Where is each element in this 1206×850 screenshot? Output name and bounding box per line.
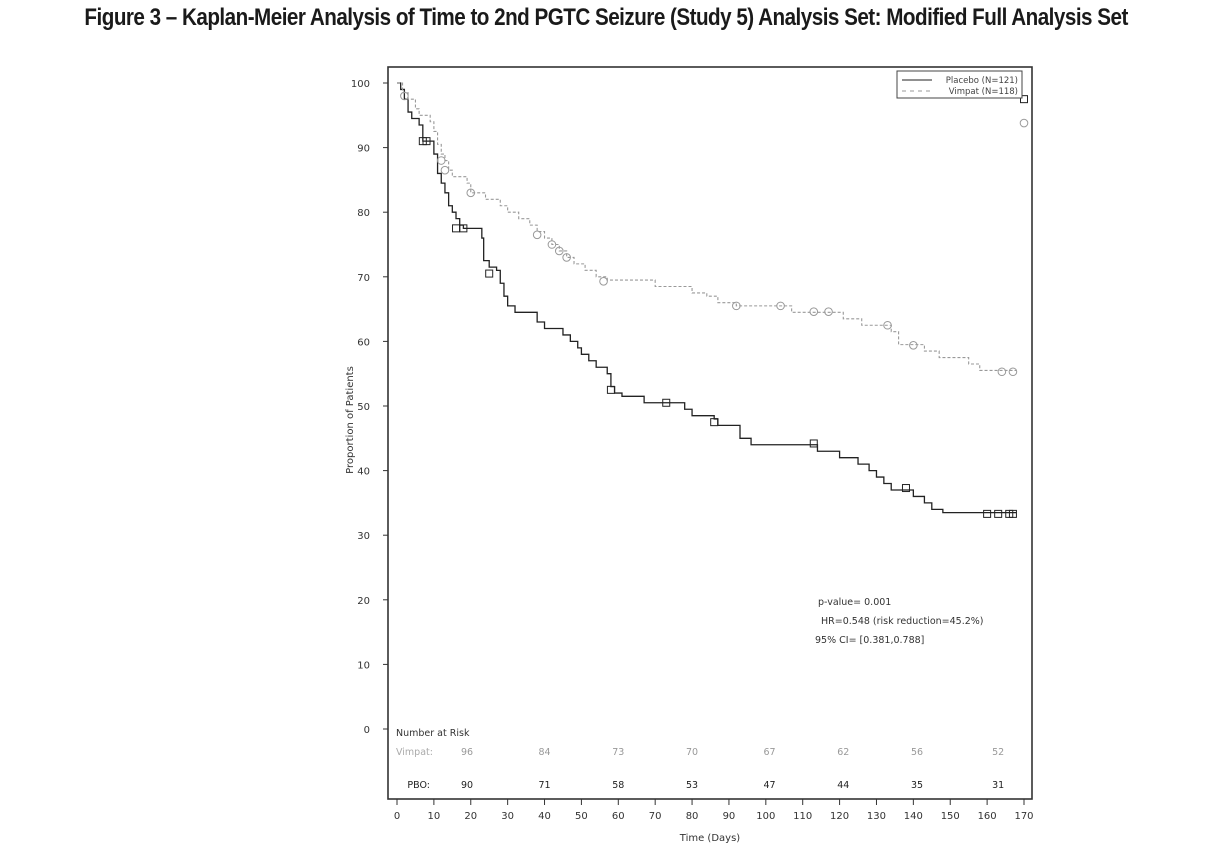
risk-value-pbo: 58	[612, 780, 624, 791]
risk-value-pbo: 31	[992, 780, 1004, 791]
series-line-vimpat	[397, 82, 1017, 372]
figure-title: Figure 3 – Kaplan-Meier Analysis of Time…	[84, 4, 1128, 31]
number-at-risk-table: Number at Risk Vimpat: PBO: 96 84 73 70 67 62…	[396, 728, 1004, 791]
x-tick-label: 60	[612, 811, 625, 822]
y-tick-label: 20	[357, 596, 370, 607]
risk-value-vimpat: 62	[837, 747, 849, 758]
x-tick-label: 160	[978, 811, 997, 822]
y-tick-label: 80	[357, 208, 370, 219]
risk-value-pbo: 44	[837, 780, 849, 791]
censor-marker-vimpat	[466, 188, 476, 198]
risk-values: 96 84 73 70 67 62 56 52 90 71 58 53 47 44 35 31	[461, 747, 1004, 791]
censor-marker-placebo	[662, 398, 671, 407]
censor-marker-vimpat	[599, 277, 608, 286]
censor-marker-vimpat	[440, 165, 450, 175]
x-tick-label: 120	[830, 811, 849, 822]
risk-row-label-pbo: PBO:	[407, 780, 430, 791]
censor-marker-placebo	[422, 137, 431, 146]
series-layer	[397, 82, 1029, 518]
stats-annotation: p-value= 0.001 HR=0.548 (risk reduction=…	[815, 597, 984, 646]
risk-value-vimpat: 56	[911, 747, 923, 758]
hazard-ratio-text: HR=0.548 (risk reduction=45.2%)	[821, 616, 984, 627]
x-tick-label: 150	[941, 811, 960, 822]
series-line-placebo	[397, 82, 1017, 514]
censor-marker-placebo	[994, 509, 1003, 518]
confidence-interval-text: 95% CI= [0.381,0.788]	[815, 635, 924, 646]
risk-value-vimpat: 70	[686, 747, 698, 758]
censor-marker-vimpat	[776, 301, 785, 311]
x-tick-label: 10	[428, 811, 441, 822]
y-tick-label: 60	[357, 337, 370, 348]
censor-marker-vimpat	[732, 301, 741, 311]
censor-marker-placebo	[485, 269, 494, 278]
risk-value-vimpat: 84	[538, 747, 550, 758]
censor-marker-vimpat	[909, 340, 918, 350]
risk-value-pbo: 71	[538, 780, 550, 791]
censor-marker-placebo	[901, 484, 910, 493]
y-tick-label: 100	[351, 79, 370, 90]
censor-marker-vimpat	[532, 230, 542, 240]
x-tick-label: 130	[867, 811, 886, 822]
legend-box	[896, 70, 1023, 99]
risk-value-vimpat: 67	[763, 747, 775, 758]
x-tick-label: 20	[464, 811, 477, 822]
x-tick-label: 70	[649, 811, 662, 822]
x-tick-label: 0	[394, 811, 400, 822]
y-axis-label: Proportion of Patients	[345, 366, 356, 474]
legend-label-placebo: Placebo (N=121)	[946, 76, 1018, 86]
legend: Placebo (N=121) Vimpat (N=118)	[896, 70, 1023, 99]
censor-marker-vimpat	[1008, 367, 1018, 377]
x-tick-label: 90	[723, 811, 736, 822]
x-tick-label: 110	[793, 811, 812, 822]
x-tick-label: 30	[501, 811, 514, 822]
censor-marker-vimpat	[809, 307, 819, 316]
censor-marker-vimpat	[883, 320, 892, 330]
y-tick-label: 40	[357, 467, 370, 478]
risk-value-pbo: 35	[911, 780, 923, 791]
censor-marker-vimpat	[562, 253, 571, 262]
risk-value-pbo: 47	[763, 780, 775, 791]
risk-table-header: Number at Risk	[396, 728, 470, 739]
y-tick-label: 90	[357, 144, 370, 155]
x-tick-label: 80	[686, 811, 699, 822]
y-tick-label: 10	[357, 660, 370, 671]
censor-marker-placebo	[1020, 95, 1028, 104]
censor-marker-placebo	[809, 439, 818, 448]
legend-label-vimpat: Vimpat (N=118)	[949, 87, 1018, 97]
x-axis-label: Time (Days)	[679, 833, 741, 844]
y-tick-label: 70	[357, 273, 370, 284]
plot-frame	[387, 66, 1033, 800]
censor-marker-placebo	[452, 224, 461, 233]
censor-marker-vimpat	[997, 367, 1007, 377]
x-tick-label: 100	[756, 811, 775, 822]
risk-value-vimpat: 73	[612, 747, 624, 758]
censor-marker-placebo	[710, 418, 719, 427]
x-tick-label: 140	[904, 811, 923, 822]
risk-value-vimpat: 96	[461, 747, 473, 758]
censor-marker-vimpat	[824, 307, 833, 316]
censor-marker-placebo	[983, 509, 992, 518]
y-axis: 0 10 20 30 40 50 60 70 80 90 100	[351, 79, 388, 736]
censor-marker-vimpat	[547, 240, 557, 249]
censor-marker-vimpat	[554, 246, 564, 256]
x-tick-label: 170	[1014, 811, 1033, 822]
censor-marker-placebo	[1008, 509, 1017, 518]
risk-value-pbo: 53	[686, 780, 698, 791]
x-axis: 0 10 20 30 40 50 60 70 80 90 100 110 120 130 140 150 160…	[394, 799, 1034, 822]
x-tick-label: 50	[575, 811, 588, 822]
y-tick-label: 0	[364, 725, 370, 736]
p-value-text: p-value= 0.001	[818, 597, 891, 608]
y-tick-label: 30	[357, 531, 370, 542]
censor-marker-vimpat	[436, 156, 446, 165]
censor-marker-placebo	[459, 224, 468, 233]
censor-marker-vimpat	[400, 91, 409, 101]
y-tick-label: 50	[357, 402, 370, 413]
risk-row-label-vimpat: Vimpat:	[396, 747, 433, 758]
x-tick-label: 40	[538, 811, 551, 822]
censor-marker-placebo	[606, 385, 615, 394]
censor-marker-vimpat	[1019, 118, 1029, 128]
risk-value-pbo: 90	[461, 780, 473, 791]
risk-value-vimpat: 52	[992, 747, 1004, 758]
